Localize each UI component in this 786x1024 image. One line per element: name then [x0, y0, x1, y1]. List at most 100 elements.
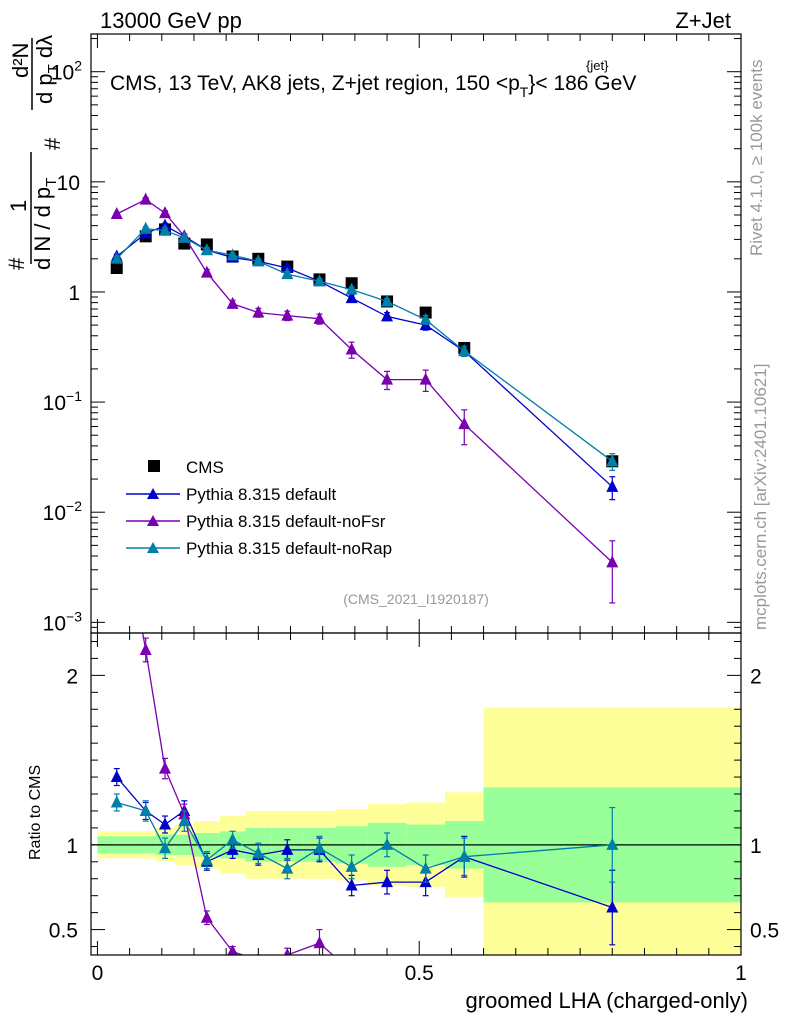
ratio-marker — [200, 853, 213, 866]
ratio-marker — [458, 973, 470, 985]
ratio-marker — [313, 841, 326, 854]
ratio-marker — [178, 814, 191, 827]
data-marker — [200, 265, 213, 278]
ratio-y-tick-label-left: 0.5 — [49, 920, 78, 943]
main-series-layer — [110, 192, 619, 604]
main-title-tail: }< 186 GeV — [528, 72, 636, 95]
ratio-y-tick-label-left: 1 — [66, 835, 78, 858]
ratio-marker — [252, 846, 265, 859]
data-marker — [281, 308, 294, 321]
ratio-marker — [111, 482, 123, 494]
x-tick-label: 1 — [735, 962, 747, 985]
data-marker — [226, 248, 239, 261]
ratio-y-tick-label-right: 2 — [750, 665, 762, 688]
header-energy: 13000 GeV pp — [100, 8, 242, 33]
y-label-right-den-text: d p — [32, 73, 57, 104]
ratio-marker — [226, 842, 239, 855]
legend-marker-default — [147, 488, 159, 499]
ratio-marker — [419, 861, 432, 874]
ratio-y-axis-label: Ratio to CMS — [27, 765, 44, 860]
y-label-right-num: d²N — [8, 43, 33, 78]
data-marker — [178, 230, 191, 243]
main-y-axis-label: # 1 d N / d pT # d²N d pT dλ — [4, 35, 65, 270]
legend-label-norap: Pythia 8.315 default-noRap — [186, 539, 392, 558]
ratio-tick-labels: 0.5 0.51 12 20 0.5 1 — [49, 665, 779, 985]
ratio-marker — [458, 849, 471, 862]
tick-exponent: 2 — [74, 58, 82, 74]
legend: CMS Pythia 8.315 default Pythia 8.315 de… — [126, 458, 392, 558]
ratio-marker — [281, 861, 294, 874]
data-marker — [200, 243, 213, 256]
legend-label-default: Pythia 8.315 default — [186, 485, 337, 504]
main-title-sup: {jet} — [586, 58, 609, 73]
ratio-marker — [110, 795, 123, 808]
legend-label-nofsr: Pythia 8.315 default-noFsr — [186, 512, 386, 531]
y-label-one: 1 — [6, 200, 31, 212]
data-marker — [458, 344, 471, 357]
data-marker — [345, 342, 358, 355]
main-y-tick-label: 10−3 — [43, 608, 83, 635]
main-title-sub: T — [520, 84, 529, 100]
data-marker — [110, 207, 123, 220]
data-marker — [252, 254, 265, 267]
series-line — [116, 198, 613, 563]
data-marker — [159, 223, 172, 236]
series-pythia-8-315-default-norap — [110, 221, 619, 471]
data-marker — [139, 192, 152, 205]
data-marker — [381, 372, 394, 385]
data-marker — [345, 282, 358, 295]
data-marker — [419, 372, 432, 385]
legend-marker-cms — [148, 460, 160, 472]
x-tick-label: 0.5 — [405, 962, 434, 985]
series-cms — [110, 223, 619, 468]
ratio-marker — [159, 841, 172, 854]
data-marker — [381, 309, 394, 322]
ratio-marker — [110, 770, 123, 783]
y-label-den-text: d N / d p — [30, 187, 55, 270]
x-axis-label: groomed LHA (charged-only) — [466, 988, 748, 1013]
y-label-right-den-sub: T — [45, 64, 62, 73]
tick-base: 10 — [51, 62, 74, 85]
cms-data-point — [110, 262, 123, 275]
data-marker — [313, 311, 326, 324]
ratio-y-tick-label-right: 0.5 — [750, 920, 779, 943]
ratio-line — [116, 801, 613, 870]
series-line — [116, 228, 613, 462]
ratio-marker — [381, 875, 394, 888]
legend-entry-norap: Pythia 8.315 default-noRap — [126, 539, 392, 558]
y-label-den: d N / d pT — [30, 178, 60, 270]
main-title: CMS, 13 TeV, AK8 jets, Z+jet region, 150… — [110, 72, 636, 100]
ratio-marker — [139, 803, 152, 816]
y-label-right-den: d pT dλ — [32, 35, 62, 104]
y-label-right-den-tail: dλ — [32, 35, 57, 64]
analysis-watermark: (CMS_2021_I1920187) — [343, 591, 489, 607]
ratio-line — [141, 633, 334, 955]
ratio-marker — [139, 642, 152, 655]
legend-label-cms: CMS — [186, 458, 224, 477]
ratio-marker — [346, 965, 358, 977]
data-marker — [159, 206, 172, 219]
ratio-marker — [345, 859, 358, 872]
data-marker — [345, 291, 358, 304]
tick-base: 10 — [43, 392, 66, 415]
ratio-series-pythia-8-315-default-nofsr — [111, 482, 470, 985]
ratio-marker — [159, 761, 172, 774]
ratio-panel: 0.5 0.51 12 20 0.5 1 — [49, 482, 779, 985]
y-label-hash-right: # — [40, 137, 65, 150]
ratio-marker — [226, 832, 239, 845]
main-y-tick-label: 10 — [57, 172, 80, 195]
ratio-marker — [381, 837, 394, 850]
ratio-marker — [345, 878, 358, 891]
tick-base: 10 — [43, 612, 66, 635]
data-marker — [281, 267, 294, 280]
legend-entry-nofsr: Pythia 8.315 default-noFsr — [126, 512, 386, 531]
ratio-marker — [227, 944, 238, 955]
header-process: Z+Jet — [675, 8, 731, 33]
y-label-hash-left: # — [4, 257, 29, 270]
ratio-series-pythia-8-315-default-norap — [110, 793, 619, 883]
ratio-line — [116, 776, 613, 909]
main-title-text: CMS, 13 TeV, AK8 jets, Z+jet region, 150… — [110, 72, 520, 95]
data-marker — [313, 274, 326, 287]
